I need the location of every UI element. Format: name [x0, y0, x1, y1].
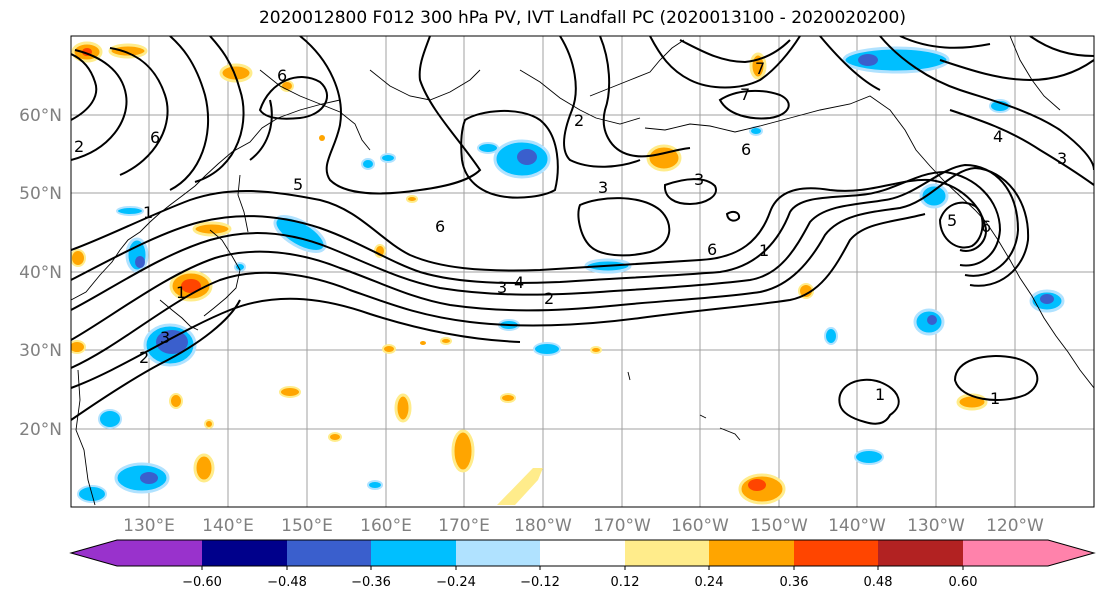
- pv-anomaly-fills: [71, 41, 1065, 505]
- colorbar-tick-label: −0.48: [267, 575, 307, 590]
- lat-label: 30°N: [19, 341, 62, 361]
- colorbar-segment: [456, 540, 540, 566]
- colorbar-outline: [69, 539, 1096, 567]
- contour-label: 6: [277, 66, 287, 85]
- colorbar-segment: [709, 540, 794, 566]
- lon-label: 140°W: [828, 516, 886, 536]
- contour-label: 6: [707, 240, 717, 259]
- lon-label: 150°E: [281, 516, 333, 536]
- contour-label: 4: [993, 127, 1003, 146]
- contour-label: 6: [741, 140, 751, 159]
- colorbar-tick-label: −0.36: [351, 575, 391, 590]
- colorbar-tick-label: 0.36: [780, 575, 809, 590]
- lat-label: 40°N: [19, 263, 62, 283]
- colorbar-tick-label: 0.60: [949, 575, 978, 590]
- lat-label: 60°N: [19, 106, 62, 126]
- colorbar-tick-label: 0.12: [611, 575, 640, 590]
- colorbar: −0.60 −0.48 −0.36 −0.24 −0.12 0.12 0.24 …: [69, 539, 1096, 590]
- contour-label: 1: [759, 241, 769, 260]
- colorbar-segment: [371, 540, 456, 566]
- lon-label: 120°W: [986, 516, 1044, 536]
- colorbar-segment: [540, 540, 625, 566]
- lon-label: 160°E: [360, 516, 412, 536]
- map-frame: [70, 35, 1095, 508]
- contour-label: 1: [990, 389, 1000, 408]
- contour-label: 5: [293, 175, 303, 194]
- lon-label: 140°E: [202, 516, 254, 536]
- contour-label: 5: [947, 211, 957, 230]
- contour-label: 2: [74, 137, 84, 156]
- contour-label: 6: [981, 217, 991, 236]
- colorbar-tick-label: 0.48: [864, 575, 893, 590]
- lat-label: 20°N: [19, 420, 62, 440]
- contour-label: 3: [598, 178, 608, 197]
- contour-label: 7: [740, 85, 750, 104]
- contour-label: 3: [497, 278, 507, 297]
- contour-label: 2: [139, 348, 149, 367]
- lon-label: 160°W: [671, 516, 729, 536]
- contour-labels: 1 5 6 6 2 3 3 6 6 7 7 4 3 1 5 6 3 4 2 6: [74, 59, 1067, 408]
- colorbar-tick-label: 0.24: [695, 575, 724, 590]
- colorbar-segment: [625, 540, 709, 566]
- contour-label: 4: [514, 273, 524, 292]
- colorbar-segment: [71, 540, 202, 566]
- contour-label: 3: [694, 170, 704, 189]
- colorbar-tick-label: −0.60: [182, 575, 222, 590]
- pv-contours: [71, 36, 1094, 425]
- lon-label: 170°E: [438, 516, 490, 536]
- contour-label: 3: [160, 328, 170, 347]
- colorbar-tick-label: −0.24: [436, 575, 476, 590]
- contour-label: 2: [574, 111, 584, 130]
- contour-label: 7: [755, 59, 765, 78]
- colorbar-segment: [287, 540, 371, 566]
- longitude-labels: 130°E 140°E 150°E 160°E 170°E 180°W 170°…: [123, 516, 1044, 536]
- contour-label: 1: [875, 385, 885, 404]
- colorbar-segment: [963, 540, 1094, 566]
- contour-label: 6: [435, 217, 445, 236]
- contour-label: 3: [1057, 149, 1067, 168]
- contour-label: 2: [544, 289, 554, 308]
- lat-label: 50°N: [19, 184, 62, 204]
- graticule: [71, 36, 1094, 507]
- colorbar-segment: [794, 540, 878, 566]
- map-panel: 1 5 6 6 2 3 3 6 6 7 7 4 3 1 5 6 3 4 2 6: [70, 35, 1095, 508]
- lon-label: 130°W: [907, 516, 965, 536]
- contour-label: 1: [176, 283, 186, 302]
- lon-label: 180°W: [514, 516, 572, 536]
- map-title: 2020012800 F012 300 hPa PV, IVT Landfall…: [258, 8, 906, 28]
- contour-label: 6: [150, 128, 160, 147]
- lon-label: 130°E: [123, 516, 175, 536]
- contour-label: 1: [143, 203, 153, 222]
- lon-label: 170°W: [593, 516, 651, 536]
- colorbar-tick-label: −0.12: [520, 575, 560, 590]
- lon-label: 150°W: [750, 516, 808, 536]
- colorbar-segment: [202, 540, 287, 566]
- colorbar-segment: [878, 540, 963, 566]
- latitude-labels: 60°N 50°N 40°N 30°N 20°N: [19, 106, 62, 440]
